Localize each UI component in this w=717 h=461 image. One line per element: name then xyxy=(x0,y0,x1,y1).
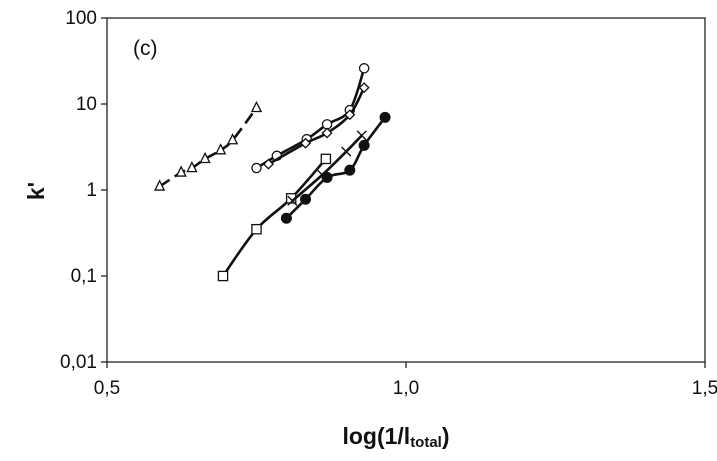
panel-label: (c) xyxy=(133,37,158,60)
data-point-circle-filled xyxy=(344,164,356,176)
y-tick-label: 0,1 xyxy=(71,266,97,287)
data-point-circle-filled xyxy=(379,111,391,123)
data-point-circle-open xyxy=(358,63,370,74)
data-point-square-open xyxy=(217,270,229,282)
series-triangle-open xyxy=(153,100,263,191)
data-point-diamond-open xyxy=(300,137,312,149)
data-point-triangle-open xyxy=(186,160,198,173)
data-point-square-open xyxy=(320,153,332,165)
x-tick-label: 0,5 xyxy=(94,378,120,399)
plot-frame xyxy=(106,17,706,363)
series-square-open xyxy=(217,153,332,282)
data-point-circle-filled xyxy=(321,171,333,183)
series-circle-open xyxy=(251,63,370,174)
x-tick-label: 1,5 xyxy=(692,378,717,399)
data-point-cross xyxy=(341,146,352,157)
y-tick-label: 1 xyxy=(86,180,97,201)
data-point-triangle-open xyxy=(250,100,263,113)
data-point-triangle-open xyxy=(226,133,239,145)
data-point-triangle-open xyxy=(153,179,166,191)
series-line xyxy=(158,107,258,188)
x-axis-title-main: log(1/l xyxy=(342,423,410,449)
data-point-cross xyxy=(287,195,298,206)
x-tick-label: 1,0 xyxy=(393,378,419,399)
data-point-circle-filled xyxy=(358,139,370,151)
x-axis-title-close: ) xyxy=(442,423,450,449)
series-diamond-open xyxy=(262,82,370,170)
data-point-diamond-open xyxy=(344,109,356,121)
data-point-circle-open xyxy=(251,162,262,174)
series-line xyxy=(291,134,363,202)
data-point-circle-filled xyxy=(280,212,292,224)
series-line xyxy=(285,116,387,220)
series-layer xyxy=(153,63,391,282)
data-point-diamond-open xyxy=(262,158,274,170)
data-point-triangle-open xyxy=(214,143,227,155)
y-axis-title: k' xyxy=(23,182,49,200)
data-point-diamond-open xyxy=(358,82,370,94)
y-tick-label: 100 xyxy=(65,8,97,29)
y-tick-label: 0,01 xyxy=(60,352,97,373)
data-point-square-open xyxy=(251,223,262,235)
axes: 0,01 0,1 1 10 100 0,5 1,0 1,5 xyxy=(60,8,717,399)
data-point-cross xyxy=(356,130,367,141)
data-point-circle-filled xyxy=(300,193,312,205)
y-tick-label: 10 xyxy=(76,94,97,115)
data-point-triangle-open xyxy=(199,151,211,164)
x-axis-title: log(1/ltotal) xyxy=(342,423,449,451)
series-circle-filled xyxy=(280,111,391,224)
data-point-triangle-open xyxy=(175,165,187,177)
x-axis-title-sub: total xyxy=(410,434,442,451)
data-point-diamond-open xyxy=(321,127,333,139)
series-line xyxy=(221,158,327,277)
